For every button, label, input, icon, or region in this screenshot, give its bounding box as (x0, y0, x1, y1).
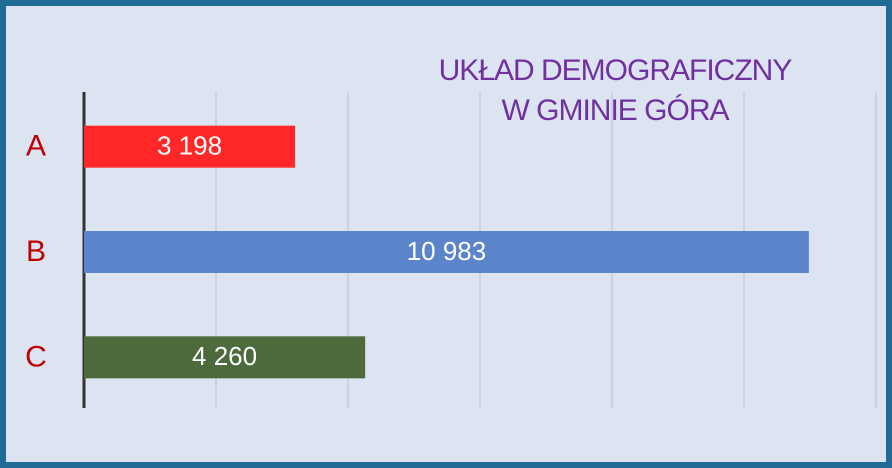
value-label: 4 260 (192, 341, 257, 371)
y-tick-label: B (26, 235, 46, 268)
value-label: 10 983 (407, 236, 487, 266)
title-line: UKŁAD DEMOGRAFICZNY (439, 54, 793, 87)
title-line: W GMINIE GÓRA (502, 94, 730, 127)
bar (84, 231, 809, 273)
y-tick-label: A (26, 130, 46, 163)
y-tick-label: C (25, 340, 47, 373)
bar (84, 336, 366, 379)
chart-title: UKŁAD DEMOGRAFICZNY W GMINIE GÓRA (439, 54, 793, 127)
value-label: 3 198 (157, 131, 222, 161)
bar (84, 125, 296, 168)
